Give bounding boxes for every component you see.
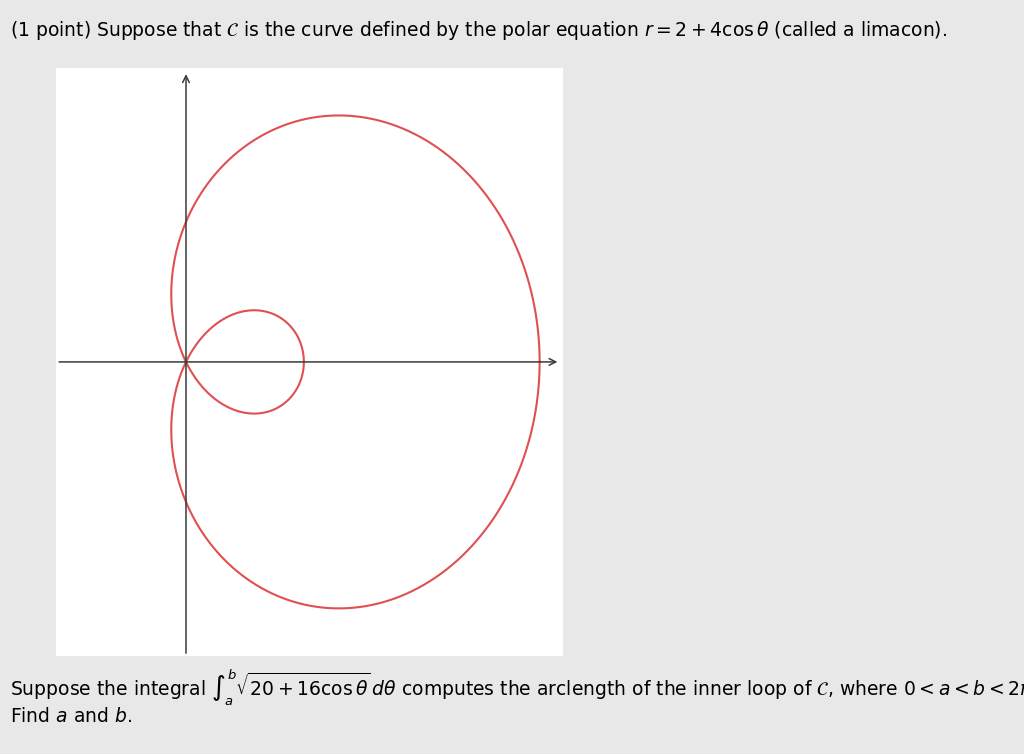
Text: Find $a$ and $b$.: Find $a$ and $b$. [10,707,132,726]
Text: (1 point) Suppose that $\mathcal{C}$ is the curve defined by the polar equation : (1 point) Suppose that $\mathcal{C}$ is … [10,19,947,42]
Text: Suppose the integral $\int_a^b \sqrt{20 + 16\cos\theta}\, d\theta$ computes the : Suppose the integral $\int_a^b \sqrt{20 … [10,667,1024,708]
